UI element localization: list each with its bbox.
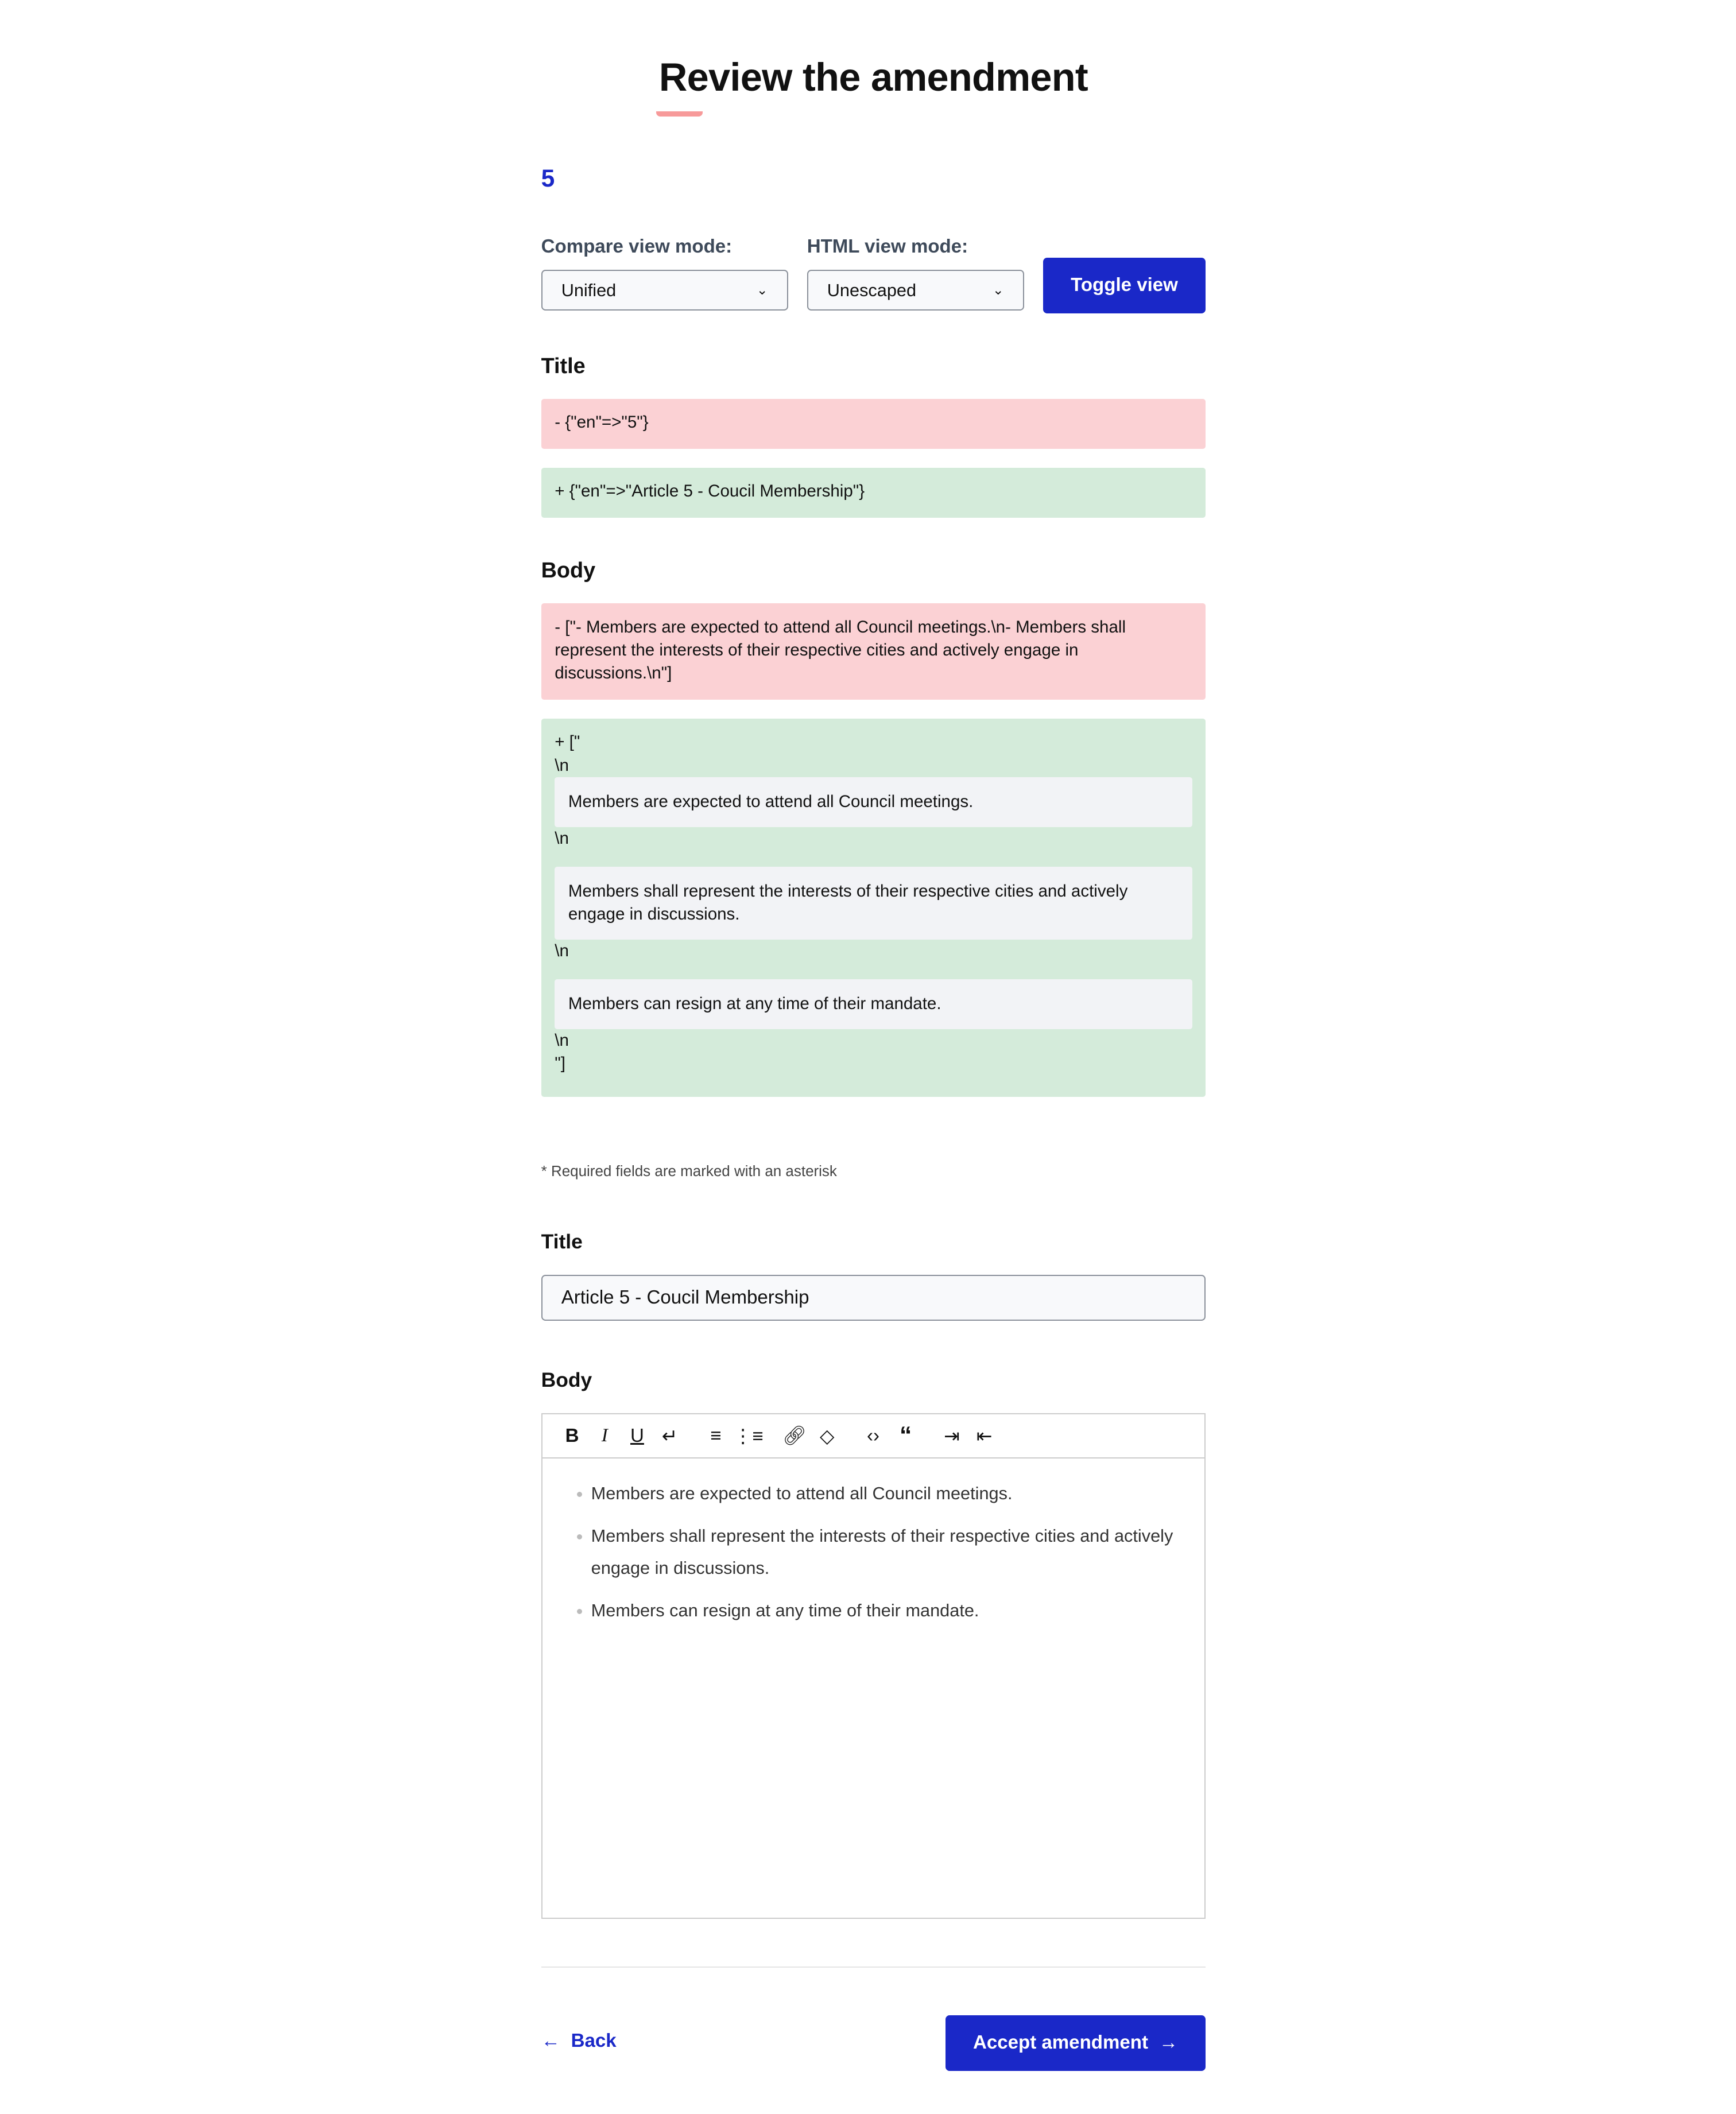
arrow-left-icon: ← (541, 2030, 560, 2051)
divider (541, 1966, 1206, 1968)
title-input[interactable]: Article 5 - Coucil Membership (541, 1274, 1206, 1321)
title-added: + {"en"=>"Article 5 - Coucil Membership"… (541, 468, 1206, 518)
diff-item: Members are expected to attend all Counc… (555, 777, 1192, 828)
diff-newline: \n (555, 941, 569, 961)
required-note: * Required fields are marked with an ast… (541, 1162, 837, 1180)
page-title: Review the amendment (658, 55, 1088, 99)
diff-item: Members shall represent the interests of… (555, 866, 1192, 940)
arrow-right-icon: → (1158, 2032, 1178, 2054)
eraser-icon[interactable]: ◇ (819, 1425, 835, 1447)
diff-item: Members can resign at any time of their … (555, 979, 1192, 1030)
diff-newline: \n (555, 755, 569, 775)
body-editor[interactable]: B I U ↵ ≡ ⋮≡ 🔗︎ ◇ ‹› “ ⇥ ⇤ Members are e… (541, 1413, 1206, 1919)
ordered-list-icon[interactable]: ≡ (710, 1425, 722, 1446)
diff-newline: \n (555, 829, 569, 848)
body-removed: - ["- Members are expected to attend all… (541, 603, 1206, 700)
bullet-list-icon[interactable]: ⋮≡ (733, 1425, 764, 1447)
title-underline (656, 111, 703, 117)
body-field-label: Body (541, 1368, 592, 1391)
diff-open: + [" (555, 732, 580, 752)
diff-title-heading: Title (541, 354, 586, 378)
underline-icon[interactable]: U (630, 1425, 644, 1446)
diff-close: "] (555, 1054, 565, 1073)
compare-view-value: Unified (561, 280, 617, 300)
compare-view-label: Compare view mode: (541, 236, 733, 258)
back-label: Back (571, 2030, 617, 2051)
code-icon[interactable]: ‹› (866, 1425, 879, 1446)
toggle-view-button[interactable]: Toggle view (1043, 257, 1206, 313)
html-view-value: Unescaped (827, 280, 917, 300)
link-icon[interactable]: 🔗︎ (782, 1425, 807, 1447)
diff-body-heading: Body (541, 558, 596, 583)
amendment-number: 5 (541, 165, 555, 193)
editor-toolbar: B I U ↵ ≡ ⋮≡ 🔗︎ ◇ ‹› “ ⇥ ⇤ (542, 1414, 1205, 1459)
bold-icon[interactable]: B (565, 1425, 579, 1446)
accept-label: Accept amendment (972, 2032, 1148, 2054)
html-view-label: HTML view mode: (807, 236, 968, 258)
title-field-label: Title (541, 1229, 583, 1253)
list-item: Members shall represent the interests of… (591, 1520, 1177, 1585)
outdent-icon[interactable]: ⇤ (976, 1425, 993, 1447)
italic-icon[interactable]: I (601, 1425, 608, 1446)
html-view-select[interactable]: Unescaped ⌄ (807, 270, 1024, 311)
diff-newline: \n (555, 1031, 569, 1050)
chevron-down-icon: ⌄ (756, 283, 768, 298)
compare-view-select[interactable]: Unified ⌄ (541, 270, 788, 311)
accept-amendment-button[interactable]: Accept amendment → (945, 2015, 1206, 2071)
list-item: Members are expected to attend all Counc… (591, 1477, 1177, 1510)
list-item: Members can resign at any time of their … (591, 1595, 1177, 1627)
body-added: + [" \n Members are expected to attend a… (541, 719, 1206, 1097)
hard-break-icon[interactable]: ↵ (661, 1425, 678, 1447)
title-removed: - {"en"=>"5"} (541, 398, 1206, 449)
back-link[interactable]: ← Back (541, 2030, 617, 2052)
editor-content[interactable]: Members are expected to attend all Counc… (542, 1459, 1205, 1627)
indent-icon[interactable]: ⇥ (944, 1425, 960, 1447)
chevron-down-icon: ⌄ (992, 283, 1004, 298)
blockquote-icon[interactable]: “ (900, 1422, 912, 1449)
